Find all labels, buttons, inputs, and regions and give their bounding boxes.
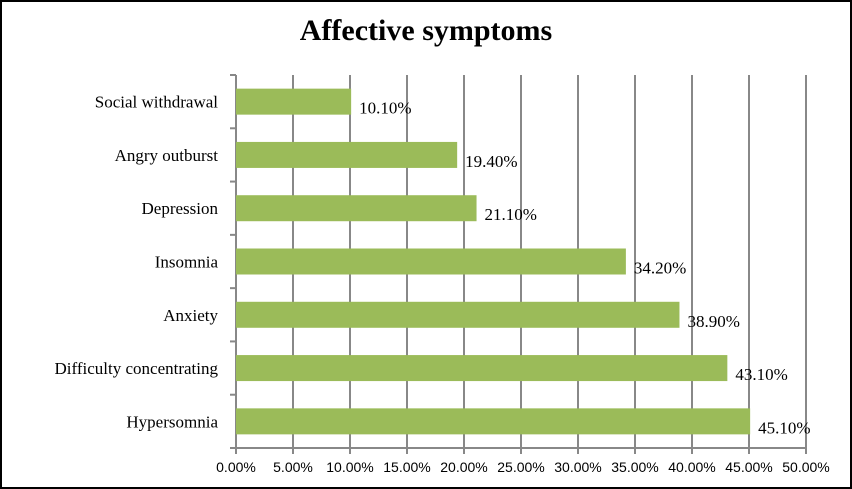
data-label: 38.90% <box>687 312 739 331</box>
category-label: Anxiety <box>163 306 218 325</box>
bar <box>236 141 458 168</box>
x-tick-label: 20.00% <box>440 459 487 475</box>
data-label: 34.20% <box>634 259 686 278</box>
data-label: 10.10% <box>359 99 411 118</box>
bar <box>236 301 680 328</box>
x-tick-label: 25.00% <box>497 459 544 475</box>
x-tick-label: 5.00% <box>273 459 313 475</box>
data-label: 19.40% <box>465 152 517 171</box>
category-labels: Social withdrawal Angry outburst Depressio… <box>55 93 219 432</box>
data-label: 43.10% <box>735 365 787 384</box>
x-tick-label: 30.00% <box>554 459 601 475</box>
category-label: Angry outburst <box>115 146 219 165</box>
bar <box>236 88 352 115</box>
category-label: Insomnia <box>155 253 219 272</box>
x-tick-label: 40.00% <box>668 459 715 475</box>
x-tick-label: 15.00% <box>383 459 430 475</box>
bar <box>236 408 751 435</box>
category-label: Hypersomnia <box>126 412 218 431</box>
x-tick-labels: 0.00% 5.00% 10.00% 15.00% 20.00% 25.00% 30.00%… <box>216 459 830 475</box>
category-label: Difficulty concentrating <box>55 359 219 378</box>
data-label: 21.10% <box>485 205 537 224</box>
data-label: 45.10% <box>758 418 810 437</box>
bar <box>236 248 626 275</box>
chart-title: Affective symptoms <box>300 14 552 47</box>
x-tick-label: 0.00% <box>216 459 256 475</box>
gridlines <box>230 74 807 454</box>
x-tick-label: 35.00% <box>611 459 658 475</box>
bar <box>236 355 728 382</box>
bars: 10.10% 19.40% 21.10% 34.20% 38.90% 43.10% 45.1… <box>236 88 811 437</box>
x-tick-label: 45.00% <box>725 459 772 475</box>
category-label: Social withdrawal <box>95 93 218 112</box>
category-label: Depression <box>142 199 219 218</box>
x-tick-label: 50.00% <box>782 459 829 475</box>
x-tick-label: 10.00% <box>326 459 373 475</box>
bar <box>236 195 477 222</box>
